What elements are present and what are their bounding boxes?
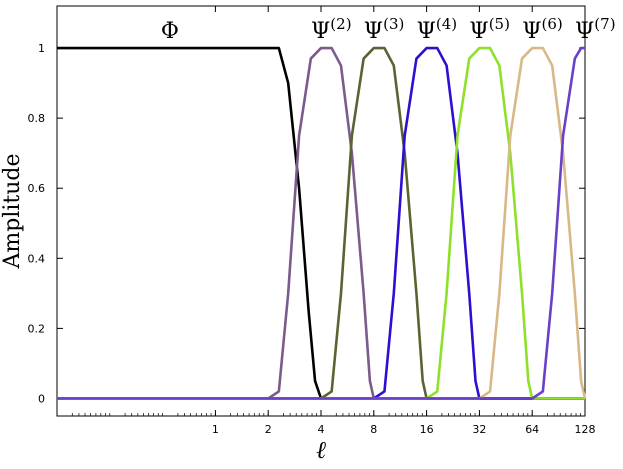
series-lines — [57, 46, 587, 400]
x-tick-label-6: 64 — [525, 423, 539, 436]
x-tick-label-0: 1 — [212, 423, 219, 436]
series-label-5: Ψ(6) — [522, 15, 563, 44]
series-label-0: Φ — [161, 19, 179, 44]
x-tick-label-2: 4 — [318, 423, 325, 436]
series-label-1: Ψ(2) — [311, 15, 352, 44]
y-axis-label: Amplitude — [0, 153, 25, 269]
series-label-sup: (3) — [383, 15, 404, 33]
series-label-sup: (5) — [489, 15, 510, 33]
tick-labels: 1 2 4 8 16 32 64 128 0 0.2 0.4 0.6 0.8 1 — [28, 42, 596, 436]
y-tick-label-4: 0.8 — [28, 112, 46, 125]
series-label-base: Ψ — [364, 19, 383, 44]
x-tick-label-1: 2 — [265, 423, 272, 436]
series-label-2: Ψ(3) — [364, 15, 405, 44]
series-line-1 — [57, 46, 585, 400]
series-label-base: Φ — [161, 19, 179, 44]
series-label-6: Ψ(7) — [575, 15, 616, 44]
x-axis-label: ℓ — [316, 436, 326, 464]
series-label-base: Ψ — [522, 19, 541, 44]
series-label-sup: (2) — [330, 15, 351, 33]
y-tick-label-1: 0.2 — [28, 322, 46, 335]
y-tick-label-3: 0.6 — [28, 182, 46, 195]
series-label-3: Ψ(4) — [417, 15, 458, 44]
series-label-sup: (6) — [541, 15, 562, 33]
series-label-base: Ψ — [575, 19, 594, 44]
y-tick-label-0: 0 — [38, 392, 45, 405]
series-line-6 — [57, 46, 585, 400]
tick-marks — [56, 6, 586, 416]
series-label-base: Ψ — [469, 19, 488, 44]
series-line-0 — [57, 46, 585, 400]
series-labels: Φ Ψ(2) Ψ(3) Ψ(4) Ψ(5) Ψ(6) Ψ(7) — [161, 15, 616, 44]
x-tick-label-4: 16 — [420, 423, 434, 436]
x-tick-label-5: 32 — [472, 423, 486, 436]
series-line-5 — [57, 46, 587, 400]
series-label-base: Ψ — [311, 19, 330, 44]
series-label-4: Ψ(5) — [469, 15, 510, 44]
series-line-4 — [57, 46, 585, 400]
series-line-2 — [57, 46, 585, 400]
series-label-sup: (7) — [594, 15, 615, 33]
series-label-base: Ψ — [417, 19, 436, 44]
series-label-sup: (4) — [436, 15, 457, 33]
y-tick-label-5: 1 — [38, 42, 45, 55]
x-tick-label-7: 128 — [575, 423, 596, 436]
x-tick-label-3: 8 — [370, 423, 377, 436]
series-line-3 — [57, 46, 585, 400]
y-tick-label-2: 0.4 — [28, 252, 46, 265]
